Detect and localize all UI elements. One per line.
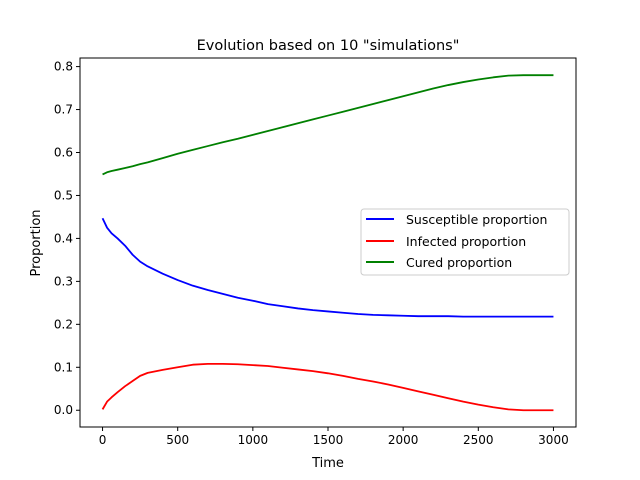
y-tick-label: 0.1	[54, 360, 73, 374]
x-axis-label: Time	[311, 456, 344, 471]
y-tick-label: 0.5	[54, 188, 73, 202]
plot-area	[79, 57, 577, 428]
x-tick-label: 3000	[538, 433, 569, 447]
series-line-infected	[101, 362, 554, 412]
y-tick-label: 0.4	[54, 231, 73, 245]
x-tick-label: 2000	[388, 433, 419, 447]
x-tick-label: 500	[166, 433, 189, 447]
x-tick-label: 1500	[313, 433, 344, 447]
chart-title: Evolution based on 10 "simulations"	[197, 38, 460, 54]
legend-label-cured: Cured proportion	[406, 255, 512, 270]
legend-label-susceptible: Susceptible proportion	[406, 212, 547, 227]
legend-label-infected: Infected proportion	[406, 234, 526, 249]
y-tick-label: 0.3	[54, 274, 73, 288]
legend: Susceptible proportion Infected proporti…	[360, 208, 570, 276]
legend-box	[360, 208, 570, 276]
y-tick-label: 0.0	[54, 403, 73, 417]
x-axis-ticks: 0 500 1000 1500 2000 2500 3000	[99, 427, 569, 447]
x-tick-label: 0	[99, 433, 107, 447]
y-tick-label: 0.8	[54, 60, 73, 74]
y-tick-label: 0.6	[54, 146, 73, 160]
y-axis-label: Proportion	[29, 209, 44, 276]
y-tick-label: 0.7	[54, 103, 73, 117]
series-line-susceptible	[101, 217, 554, 318]
y-axis-ticks: 0.0 0.1 0.2 0.3 0.4 0.5 0.6 0.7 0.8	[54, 60, 80, 417]
x-tick-label: 1000	[238, 433, 269, 447]
series-line-cured	[102, 74, 554, 176]
y-tick-label: 0.2	[54, 317, 73, 331]
x-tick-label: 2500	[463, 433, 494, 447]
series-layer	[101, 74, 554, 412]
